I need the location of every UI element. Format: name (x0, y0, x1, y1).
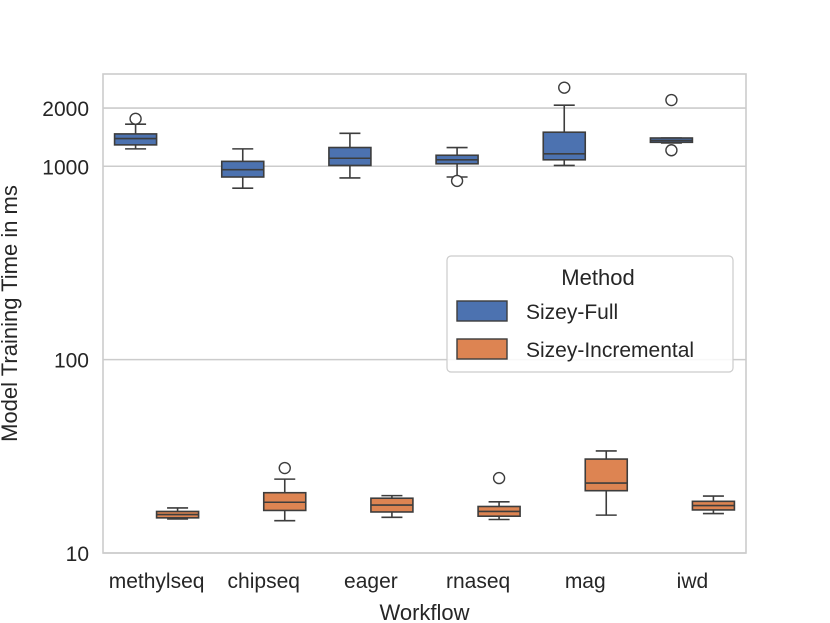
y-axis-label: Model Training Time in ms (0, 185, 22, 442)
box-iqr (542, 131, 587, 161)
legend-swatch (456, 338, 508, 360)
x-tick-label: eager (344, 570, 398, 593)
outlier-point (129, 112, 142, 125)
legend-label: Sizey-Full (526, 301, 618, 324)
legend-label: Sizey-Incremental (526, 339, 694, 362)
box-sizey-incremental-mag (584, 450, 629, 516)
box-sizey-incremental-chipseq (262, 461, 307, 522)
box-sizey-full-chipseq (220, 148, 265, 190)
legend-frame (446, 255, 734, 373)
y-tick-label: 10 (66, 543, 89, 566)
outlier-point (665, 93, 678, 107)
box-sizey-incremental-iwd (691, 495, 736, 515)
y-tick-label: 2000 (42, 98, 89, 121)
legend-title: Method (561, 265, 634, 290)
x-tick-label: chipseq (228, 570, 300, 593)
legend-items: Sizey-Full Sizey-Incremental (456, 300, 694, 362)
legend-item: Sizey-Incremental (456, 338, 694, 362)
outlier-point (665, 144, 678, 157)
box-sizey-full-eager (328, 132, 372, 179)
box-sizey-incremental-rnaseq (477, 471, 521, 521)
x-tick-label: methylseq (109, 570, 205, 593)
box-plots (113, 81, 736, 522)
plot-area-frame (102, 73, 747, 554)
x-tick-label: rnaseq (446, 570, 510, 593)
box-iqr (584, 458, 629, 492)
outlier-point (450, 174, 464, 188)
y-axis-ticks: 10 100 1000 2000 (42, 98, 89, 566)
y-tick-label: 1000 (42, 156, 89, 179)
box-sizey-full-methylseq (113, 112, 158, 150)
legend-item: Sizey-Full (456, 300, 618, 324)
box-iqr (328, 146, 372, 167)
x-tick-label: mag (565, 570, 606, 593)
box-sizey-incremental-methylseq (155, 507, 200, 520)
box-sizey-full-rnaseq (435, 146, 479, 188)
outlier-point (278, 461, 291, 475)
x-tick-label: iwd (677, 570, 709, 593)
box-sizey-full-mag (542, 81, 587, 167)
x-axis-label: Workflow (379, 600, 469, 623)
legend-swatch (456, 300, 508, 322)
box-sizey-incremental-eager (370, 494, 414, 519)
outlier-point (492, 471, 506, 485)
outlier-point (558, 81, 571, 94)
y-tick-label: 100 (54, 350, 89, 373)
box-sizey-full-iwd (649, 93, 694, 157)
x-axis-ticks: methylseq chipseq eager rnaseq mag iwd (109, 570, 708, 593)
legend: Method Sizey-Full Sizey-Incremental (446, 255, 734, 373)
